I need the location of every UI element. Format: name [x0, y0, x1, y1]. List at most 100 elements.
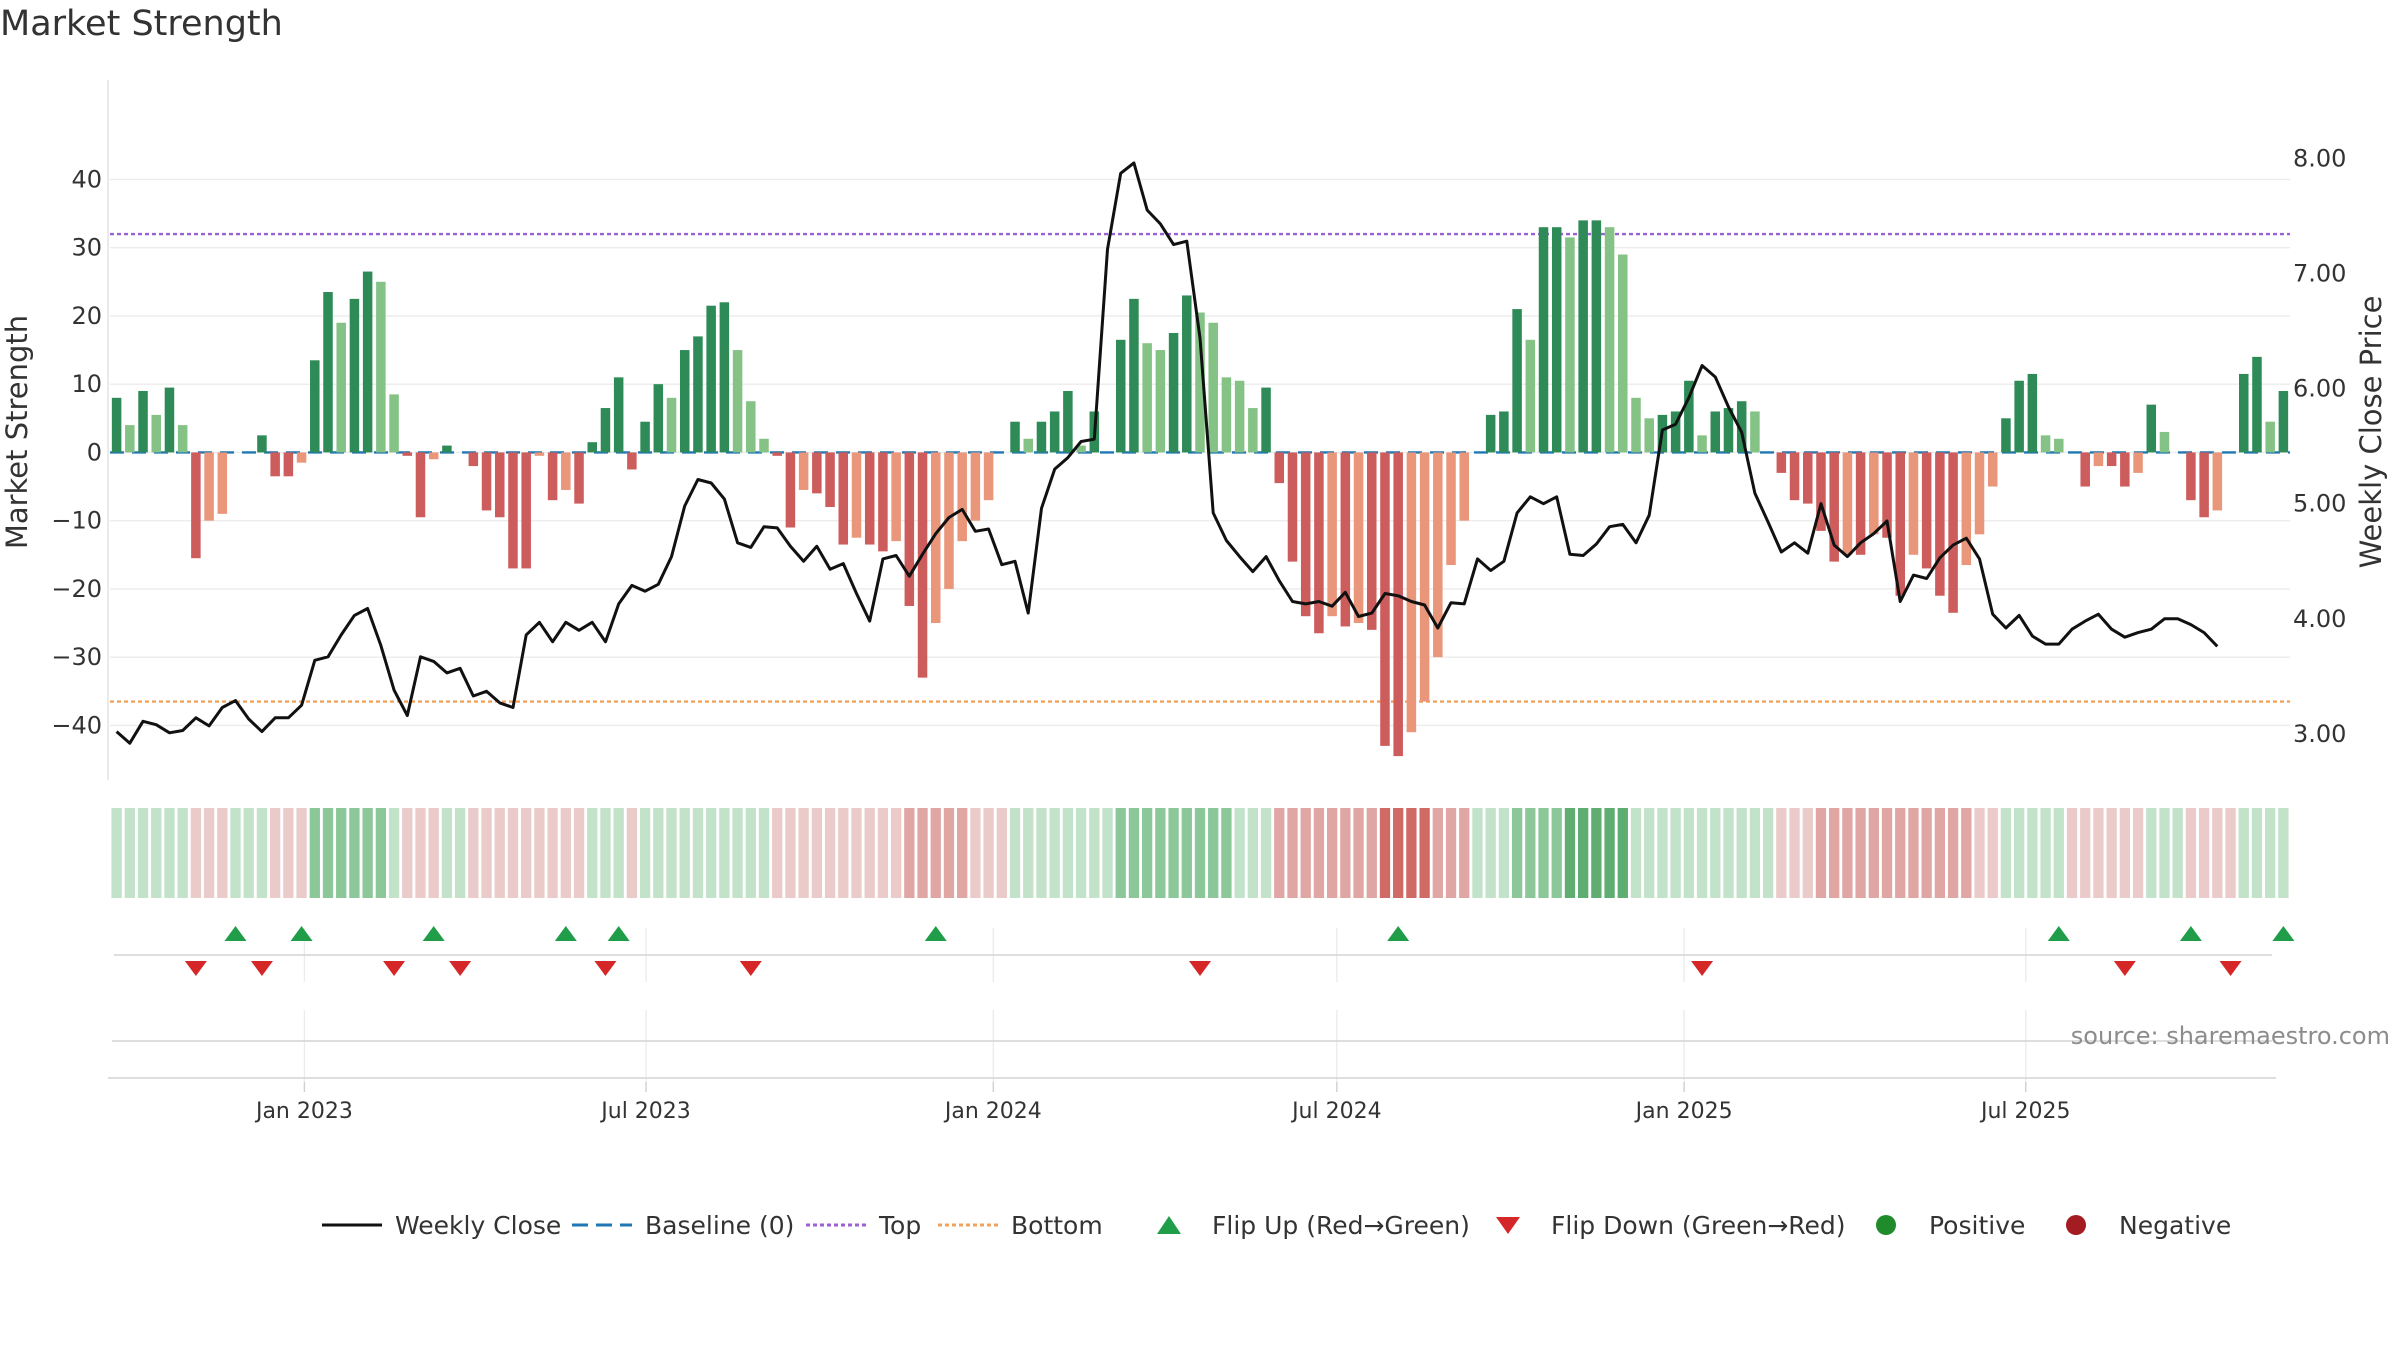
strength-bar	[1578, 220, 1588, 453]
strength-bar	[1353, 452, 1364, 624]
color-strip-cell	[2185, 808, 2197, 898]
strength-bar	[772, 452, 782, 456]
color-strip-cell	[1432, 808, 1443, 898]
color-strip-cell	[970, 808, 981, 898]
strength-bar	[864, 452, 875, 545]
strength-bar	[878, 452, 888, 552]
strength-bar	[719, 302, 730, 453]
strength-bar	[1948, 452, 1958, 613]
strength-bar	[1935, 452, 1945, 596]
right-tick-label: 7.00	[2293, 259, 2346, 287]
color-strip-cell	[1313, 808, 1325, 898]
strength-bar	[310, 360, 320, 453]
color-strip-cell	[415, 808, 426, 898]
color-strip-cell	[1881, 808, 1893, 898]
color-strip-cell	[454, 808, 466, 898]
color-strip-cell	[705, 808, 717, 898]
color-strip-cell	[1036, 808, 1047, 898]
color-strip	[111, 808, 2289, 898]
color-strip-cell	[2159, 808, 2170, 898]
color-strip-cell	[137, 808, 149, 898]
color-strip-cell	[1855, 808, 1866, 898]
strength-bar	[2080, 452, 2090, 487]
color-strip-cell	[1445, 808, 1457, 898]
color-strip-cell	[587, 808, 598, 898]
strength-bar	[944, 452, 954, 589]
strength-bar	[1644, 418, 1654, 453]
legend: Weekly Close Baseline (0) Top Bottom Flip Up…	[322, 1211, 2231, 1240]
strength-bar	[785, 452, 796, 528]
color-strip-cell	[2066, 808, 2078, 898]
color-strip-cell	[1406, 808, 1417, 898]
color-strip-cell	[1326, 808, 1338, 898]
left-tick-label: 0	[87, 438, 102, 466]
color-strip-cell	[904, 808, 915, 898]
strength-bar	[1618, 254, 1628, 453]
color-strip-cell	[2119, 808, 2131, 898]
flip-up-marker	[422, 926, 445, 941]
color-strip-cell	[838, 808, 849, 898]
strength-bar	[1380, 452, 1390, 746]
strength-bar	[468, 452, 479, 467]
color-strip-cell	[1102, 808, 1113, 898]
strength-bar	[1631, 397, 1641, 453]
strength-bar	[1406, 452, 1417, 733]
left-tick-label: 10	[71, 370, 102, 398]
color-strip-cell	[785, 808, 796, 898]
strength-bar	[495, 452, 505, 518]
strength-bar	[1049, 411, 1060, 453]
color-strip-cell	[230, 808, 241, 898]
color-strip-cell	[1115, 808, 1126, 898]
strength-bar	[2199, 452, 2209, 518]
flip-down-marker	[1189, 961, 1211, 976]
color-strip-cell	[1459, 808, 1470, 898]
color-strip-cell	[2132, 808, 2144, 898]
color-strip-cell	[1842, 808, 1853, 898]
x-tick-label: Jul 2023	[599, 1099, 691, 1124]
color-strip-cell	[1379, 808, 1391, 898]
legend-flip-up-icon	[1157, 1216, 1181, 1234]
color-strip-cell	[1802, 808, 1813, 898]
color-strip-cell	[151, 808, 162, 898]
strength-bar	[1300, 452, 1311, 617]
strength-bar	[1340, 452, 1351, 627]
strength-bar	[1261, 387, 1271, 453]
color-strip-cell	[1644, 808, 1655, 898]
strength-bar	[1274, 452, 1285, 484]
color-strip-cell	[1947, 808, 1959, 898]
color-strip-cell	[283, 808, 294, 898]
strength-bar	[1604, 227, 1615, 453]
color-strip-cell	[2013, 808, 2025, 898]
flip-down-marker	[1691, 961, 1714, 976]
strength-bar	[666, 397, 677, 453]
strength-bar	[1882, 452, 1892, 538]
color-strip-cell	[428, 808, 439, 898]
color-strip-cell	[758, 808, 770, 898]
strength-bar	[323, 292, 333, 453]
weekly-close-line	[115, 161, 2219, 745]
strength-bar	[177, 425, 188, 453]
strength-bar	[759, 438, 769, 453]
color-strip-cell	[1696, 808, 1708, 898]
strength-bar	[706, 305, 716, 453]
flip-down-marker	[2113, 961, 2136, 976]
color-strip-cell	[402, 808, 413, 898]
strength-bar	[2265, 421, 2275, 453]
color-strip-cell	[1630, 808, 1642, 898]
strength-bar	[1736, 401, 1747, 453]
color-strip-cell	[1511, 808, 1523, 898]
color-strip-cell	[1498, 808, 1510, 898]
strength-bar	[1723, 408, 1734, 453]
left-axis-title: Market Strength	[0, 315, 34, 549]
strength-bar	[428, 452, 439, 460]
strength-bar	[296, 452, 307, 463]
color-strip-cell	[1419, 808, 1430, 898]
strength-bar	[2014, 380, 2024, 453]
color-strip-cell	[1023, 808, 1034, 898]
color-strip-cell	[679, 808, 690, 898]
color-strip-cell	[2212, 808, 2223, 898]
strength-bar	[1036, 421, 1047, 453]
left-tick-label: 30	[71, 234, 102, 262]
color-strip-cell	[666, 808, 677, 898]
color-strip-cell	[1670, 808, 1681, 898]
